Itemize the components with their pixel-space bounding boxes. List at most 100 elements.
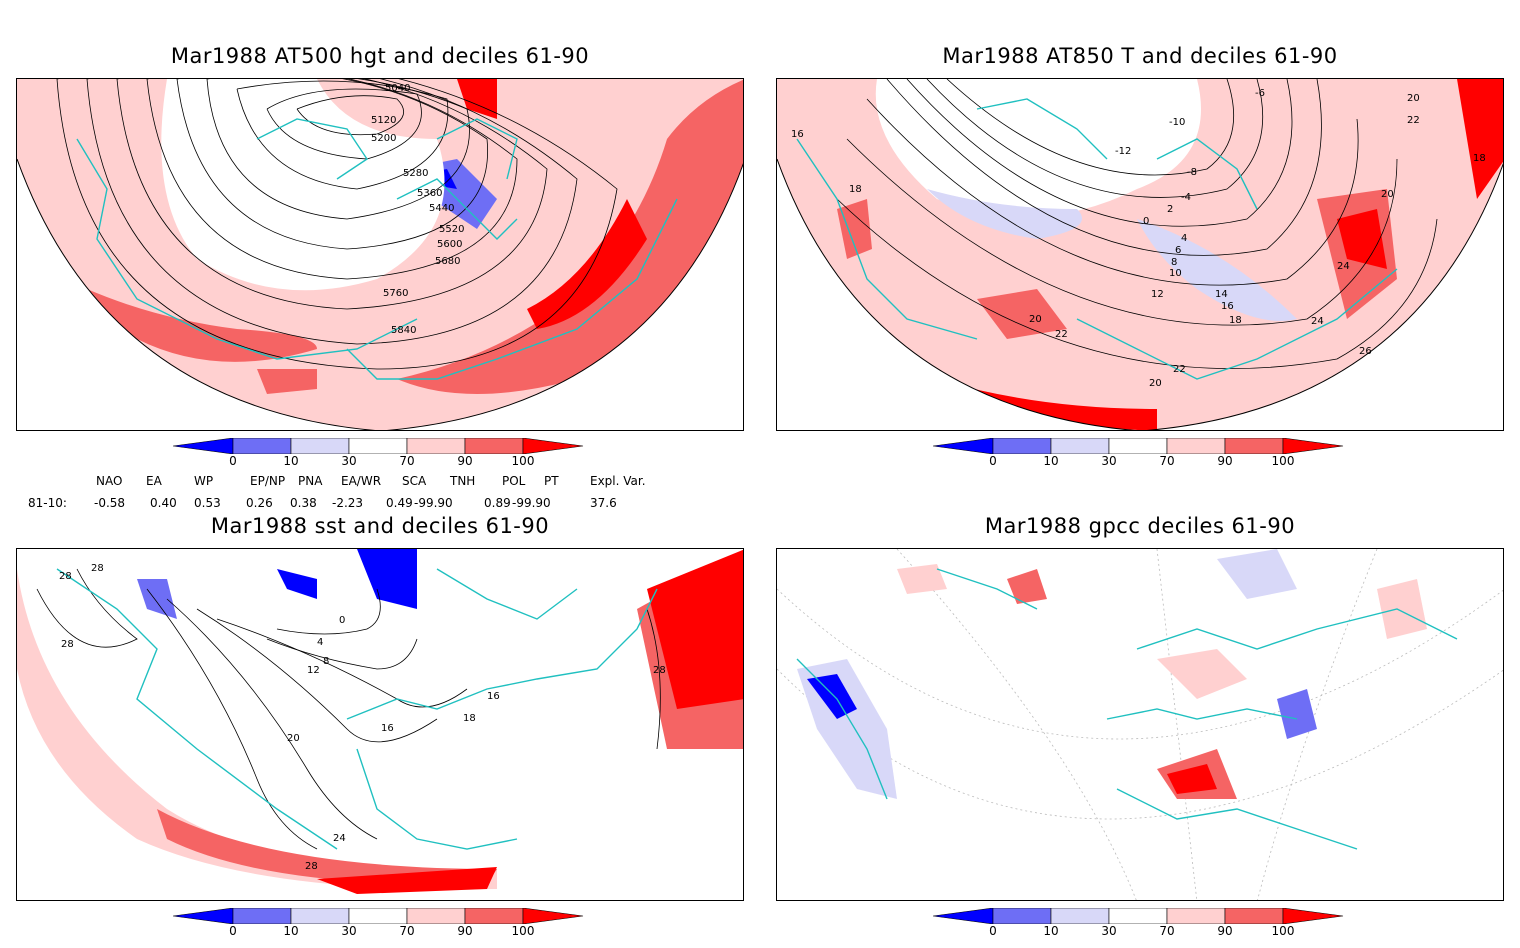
contour-label: 4 (1181, 233, 1187, 244)
contour-label: 8 (323, 656, 329, 667)
cb-seg-5 (1224, 438, 1284, 454)
contour-label: 22 (1055, 329, 1068, 340)
index-header-expl-var: Expl. Var. (590, 474, 646, 488)
contour-label: 24 (333, 833, 346, 844)
cb-tick-90: 90 (1217, 924, 1233, 938)
cb-tick-10: 10 (283, 454, 299, 468)
cb-seg-1 (232, 908, 292, 924)
cb-seg-0 (173, 438, 234, 454)
cb-seg-0 (933, 908, 994, 924)
index-header-pt: PT (544, 474, 559, 488)
cb-tick-0: 0 (229, 924, 237, 938)
contour-label: 0 (1143, 216, 1149, 227)
cb-seg-0 (173, 908, 234, 924)
cb-seg-1 (992, 908, 1052, 924)
cb-seg-2 (290, 908, 350, 924)
cb-tick-0: 0 (989, 924, 997, 938)
contour-label: -4 (1181, 192, 1191, 203)
panel-title-t850: Mar1988 AT850 T and deciles 61-90 (942, 44, 1338, 68)
cb-seg-5 (1224, 908, 1284, 924)
contour-label: 5840 (391, 325, 416, 336)
cb-tick-100: 100 (1271, 924, 1295, 938)
cb-seg-1 (232, 438, 292, 454)
cb-seg-2 (1050, 908, 1110, 924)
contour-label: 14 (1215, 289, 1228, 300)
contour-label: 18 (1473, 153, 1486, 164)
cb-tick-90: 90 (1217, 454, 1233, 468)
cb-seg-6 (522, 908, 584, 924)
cb-seg-3 (348, 438, 408, 454)
contour-label: 5280 (403, 168, 428, 179)
cb-seg-2 (1050, 438, 1110, 454)
map-panel-hgt500: 5040 5120 5200 5280 5360 5440 5520 5600 … (16, 78, 744, 431)
colorbar-top-right: 0 10 30 70 90 100 (933, 438, 1353, 478)
cb-tick-30: 30 (1101, 924, 1117, 938)
colorbar-bottom-right: 0 10 30 70 90 100 (933, 908, 1353, 948)
cb-tick-10: 10 (1043, 924, 1059, 938)
contour-label: 20 (1149, 378, 1162, 389)
contour-label: 20 (1029, 314, 1042, 325)
contour-label: 5200 (371, 133, 396, 144)
index-value-pt: -99.90 (512, 496, 551, 510)
cb-seg-3 (1108, 908, 1168, 924)
contour-label: 26 (1359, 346, 1372, 357)
contour-label: 28 (91, 563, 104, 574)
contour-label: 28 (653, 665, 666, 676)
contour-label: 18 (1229, 315, 1242, 326)
contour-label: 16 (381, 723, 394, 734)
cb-seg-3 (348, 908, 408, 924)
index-value-ea: 0.40 (150, 496, 177, 510)
contour-label: 20 (1407, 93, 1420, 104)
contour-label: 28 (305, 861, 318, 872)
panel-title-sst: Mar1988 sst and deciles 61-90 (210, 514, 550, 538)
contour-label: 0 (339, 615, 345, 626)
index-value-eawr: -2.23 (332, 496, 364, 510)
contour-label: 24 (1337, 261, 1350, 272)
index-value-wp: 0.53 (194, 496, 221, 510)
index-header-eawr: EA/WR (341, 474, 382, 488)
cb-seg-3 (1108, 438, 1168, 454)
contour-label: 5440 (429, 203, 454, 214)
colorbar-bottom-left: 0 10 30 70 90 100 (173, 908, 593, 948)
contour-label: 2 (1167, 204, 1173, 215)
map-panel-sst: 28 28 28 0 4 8 12 16 16 18 20 24 28 28 (16, 548, 744, 901)
contour-label: 20 (1381, 189, 1394, 200)
cb-seg-4 (406, 908, 466, 924)
contour-label: 6 (1175, 245, 1181, 256)
cb-tick-100: 100 (511, 924, 535, 938)
cb-seg-2 (290, 438, 350, 454)
cb-seg-5 (464, 438, 524, 454)
index-value-expl-var: 37.6 (590, 496, 617, 510)
cb-tick-70: 70 (1159, 454, 1175, 468)
index-header-pna: PNA (298, 474, 323, 488)
cb-tick-10: 10 (1043, 454, 1059, 468)
contour-label: 16 (791, 129, 804, 140)
contour-label: 22 (1407, 115, 1420, 126)
index-header-epnp: EP/NP (250, 474, 286, 488)
index-header-sca: SCA (402, 474, 427, 488)
cb-tick-90: 90 (457, 924, 473, 938)
cb-seg-4 (1166, 438, 1226, 454)
contour-label: 5120 (371, 115, 396, 126)
contour-label: 28 (61, 639, 74, 650)
contour-label: -12 (1115, 146, 1131, 157)
cb-tick-70: 70 (1159, 924, 1175, 938)
contour-label: 5600 (437, 239, 462, 250)
contour-label: 12 (307, 665, 320, 676)
contour-label: 10 (1169, 268, 1182, 279)
contour-label: 18 (849, 184, 862, 195)
cb-seg-0 (933, 438, 994, 454)
contour-label: 12 (1151, 289, 1164, 300)
index-value-sca: 0.49 (386, 496, 413, 510)
contour-label: 5520 (439, 224, 464, 235)
contour-label: 20 (287, 733, 300, 744)
index-value-pol: 0.89 (484, 496, 511, 510)
contour-label: 5360 (417, 188, 442, 199)
cb-tick-10: 10 (283, 924, 299, 938)
contour-label: -8 (1187, 167, 1197, 178)
cb-seg-6 (522, 438, 584, 454)
contour-label: 8 (1171, 257, 1177, 268)
cb-seg-5 (464, 908, 524, 924)
contour-label: 16 (1221, 301, 1234, 312)
index-header-nao: NAO (96, 474, 123, 488)
